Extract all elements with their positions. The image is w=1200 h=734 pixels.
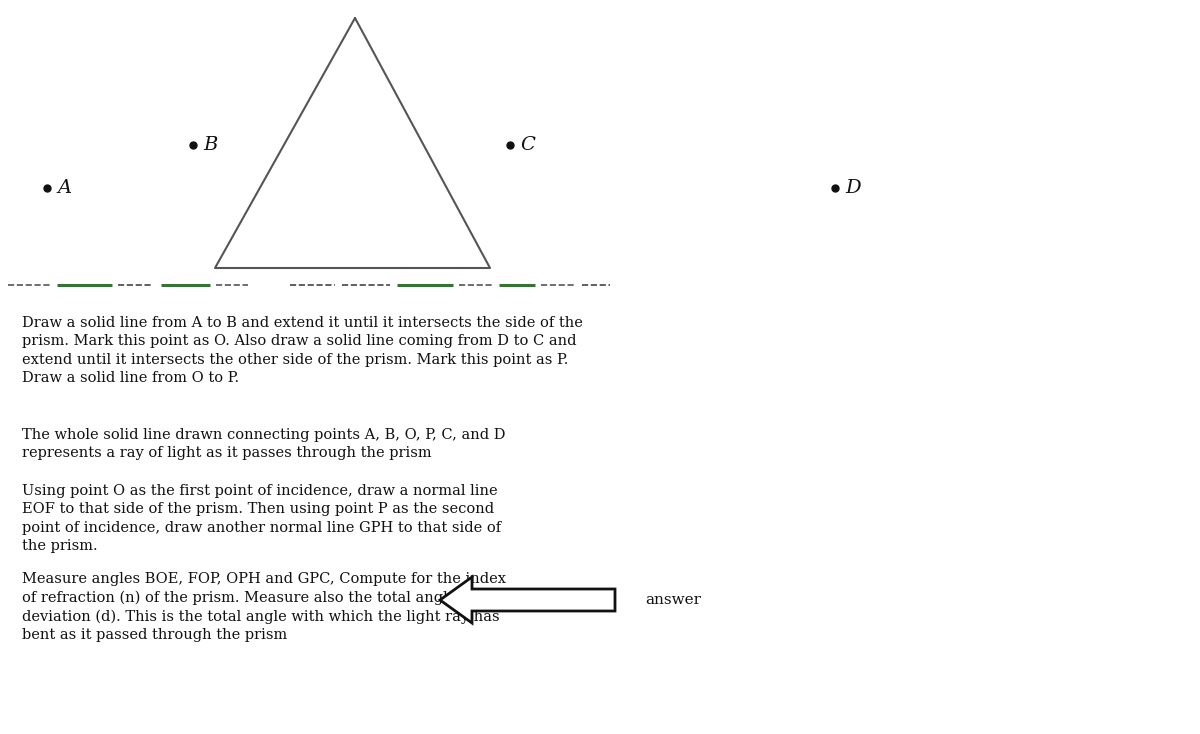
Text: The whole solid line drawn connecting points A, B, O, P, C, and D
represents a r: The whole solid line drawn connecting po… bbox=[22, 428, 505, 460]
Text: D: D bbox=[845, 179, 860, 197]
Text: Measure angles BOE, FOP, OPH and GPC, Compute for the index
of refraction (n) of: Measure angles BOE, FOP, OPH and GPC, Co… bbox=[22, 572, 506, 642]
Text: Draw a solid line from A to B and extend it until it intersects the side of the
: Draw a solid line from A to B and extend… bbox=[22, 316, 583, 385]
Text: answer: answer bbox=[646, 593, 701, 607]
Text: C: C bbox=[520, 136, 535, 154]
Text: Using point O as the first point of incidence, draw a normal line
EOF to that si: Using point O as the first point of inci… bbox=[22, 484, 502, 553]
Text: A: A bbox=[58, 179, 71, 197]
Text: B: B bbox=[203, 136, 217, 154]
Polygon shape bbox=[440, 577, 616, 623]
